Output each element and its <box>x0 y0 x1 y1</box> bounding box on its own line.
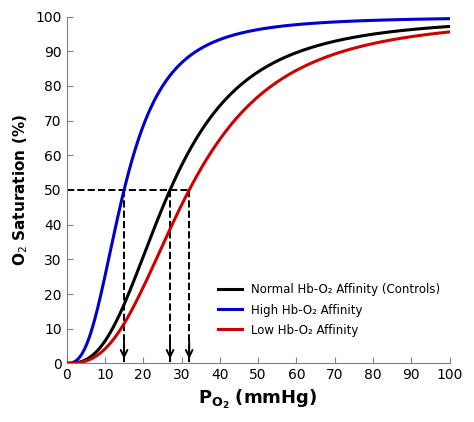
Legend: Normal Hb-O₂ Affinity (Controls), High Hb-O₂ Affinity, Low Hb-O₂ Affinity: Normal Hb-O₂ Affinity (Controls), High H… <box>215 280 444 340</box>
X-axis label: $\mathbf{P_{O_2}}$ $\mathbf{(mmHg)}$: $\mathbf{P_{O_2}}$ $\mathbf{(mmHg)}$ <box>199 388 318 411</box>
Y-axis label: O$_2$ Saturation (%): O$_2$ Saturation (%) <box>11 114 30 266</box>
